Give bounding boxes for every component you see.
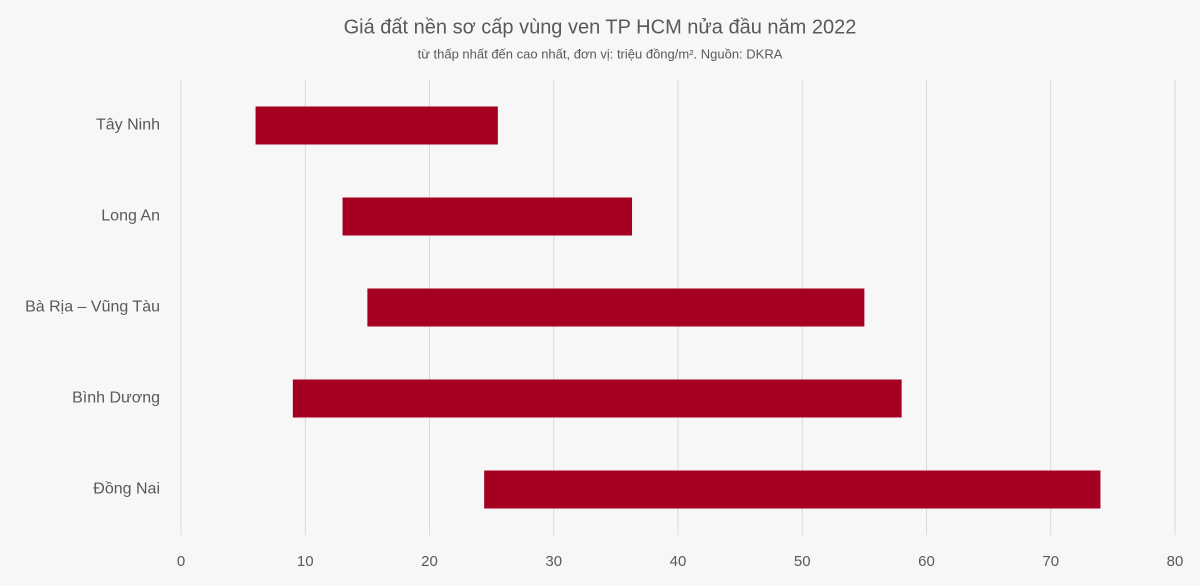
x-tick-label: 30: [545, 553, 562, 570]
y-tick-label: Long An: [101, 208, 160, 225]
bar: [255, 106, 498, 145]
y-tick-label: Bà Rịa – Vũng Tàu: [25, 299, 160, 316]
x-tick-label: 60: [918, 553, 935, 570]
bar: [342, 197, 633, 236]
x-tick-label: 10: [297, 553, 314, 570]
chart-title: Giá đất nền sơ cấp vùng ven TP HCM nửa đ…: [344, 16, 857, 38]
y-tick-label: Bình Dương: [72, 390, 160, 407]
y-tick-label: Tây Ninh: [96, 117, 160, 134]
bar: [484, 470, 1101, 509]
x-tick-label: 0: [177, 553, 185, 570]
x-tick-label: 50: [794, 553, 811, 570]
x-tick-label: 40: [670, 553, 687, 570]
y-tick-label: Đồng Nai: [93, 481, 160, 498]
chart-subtitle: từ thấp nhất đến cao nhất, đơn vị: triệu…: [418, 46, 783, 61]
x-tick-label: 80: [1167, 553, 1184, 570]
bar: [292, 379, 902, 418]
bar: [367, 288, 865, 327]
x-tick-label: 70: [1042, 553, 1059, 570]
x-tick-label: 20: [421, 553, 438, 570]
